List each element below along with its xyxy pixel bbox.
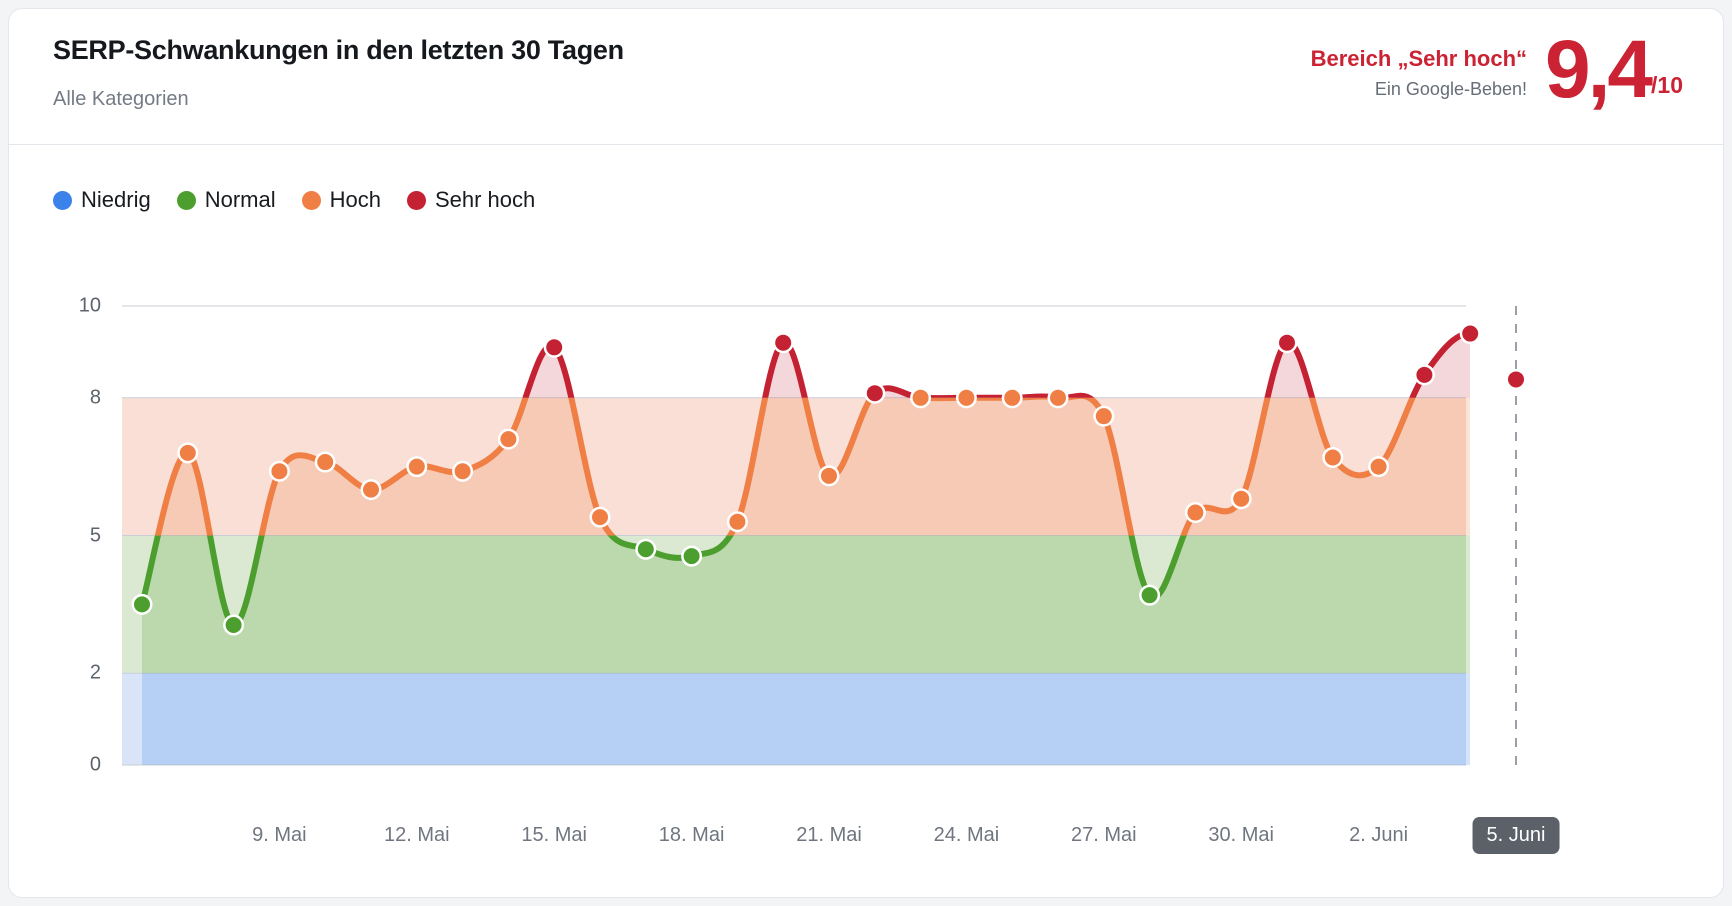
legend-dot-icon [301,190,321,210]
data-point[interactable] [912,389,929,406]
data-point[interactable] [179,444,196,461]
page-title: SERP-Schwankungen in den letzten 30 Tage… [53,35,624,65]
legend-item-label: Hoch [329,187,381,212]
volatility-line-chart [122,305,1527,766]
x-axis-label[interactable]: 15. Mai [521,824,587,846]
y-axis-label: 8 [89,386,101,409]
x-axis-label[interactable]: 9. Mai [252,824,307,846]
data-point[interactable] [1050,389,1066,406]
data-point[interactable] [408,458,425,475]
y-axis-label: 10 [78,294,101,317]
legend-item-sehr-hoch[interactable]: Sehr hoch [406,187,536,213]
data-point[interactable] [1095,408,1112,425]
data-point[interactable] [454,463,471,480]
x-axis-label[interactable]: 21. Mai [796,824,862,846]
data-point[interactable] [592,509,608,526]
data-point[interactable] [1187,504,1204,521]
data-point[interactable] [1141,587,1158,604]
gridlines [122,305,1466,766]
data-point[interactable] [1233,490,1250,507]
data-point[interactable] [729,513,746,530]
data-point[interactable] [271,463,288,480]
y-axis-label: 2 [89,661,101,684]
legend-dot-icon [176,190,196,210]
data-point[interactable] [775,334,792,351]
data-point[interactable] [1324,449,1341,466]
data-points [131,323,1527,636]
y-axis-label: 5 [89,524,101,546]
score-text-block: Bereich „Sehr hoch“ Ein Google-Beben! [1311,31,1527,100]
band-backgrounds [122,397,1466,765]
data-point[interactable] [317,454,334,471]
data-point[interactable] [683,548,700,565]
data-point[interactable] [1004,389,1021,406]
data-point[interactable] [1279,334,1295,351]
x-axis-label[interactable]: 27. Mai [1071,824,1137,846]
data-point[interactable] [1508,371,1524,388]
band-hoch [122,397,1466,536]
legend-item-normal[interactable]: Normal [176,187,276,213]
data-point[interactable] [958,389,975,406]
legend-item-label: Niedrig [81,187,151,212]
data-point[interactable] [1416,366,1433,383]
score-value-block: 9,4 /10 [1545,24,1683,115]
data-point[interactable] [637,541,654,558]
legend-item-label: Normal [204,187,276,212]
data-point[interactable] [1462,325,1479,342]
score-value: 9,4 [1545,24,1653,115]
data-point[interactable] [500,431,517,448]
score-max: /10 [1651,72,1683,98]
legend-dot-icon [406,190,426,210]
area-fill-niedrig [142,673,1470,765]
x-axis-label[interactable]: 30. Mai [1208,824,1274,846]
data-point[interactable] [225,617,242,634]
data-point[interactable] [134,596,150,613]
serp-volatility-card: SERP-Schwankungen in den letzten 30 Tage… [8,8,1724,898]
legend-dot-icon [53,190,72,210]
y-axis-label: 0 [89,753,101,776]
x-axis-label[interactable]: 12. Mai [384,824,450,846]
score-note-label: Ein Google-Beben! [1374,78,1528,99]
area-fill-sehr-hoch [525,333,1470,398]
x-axis-label-active[interactable]: 5. Juni [1472,817,1560,854]
x-axis-label[interactable]: 2. Juni [1349,824,1409,846]
data-point[interactable] [821,467,837,484]
band-normal [122,535,1466,674]
score-block: Bereich „Sehr hoch“ Ein Google-Beben! 9,… [1311,24,1683,131]
legend-item-label: Sehr hoch [434,187,536,212]
x-axis-label[interactable]: 18. Mai [658,824,725,846]
legend-item-hoch[interactable]: Hoch [301,187,381,213]
card-header: SERP-Schwankungen in den letzten 30 Tage… [9,9,1723,145]
data-point[interactable] [1370,458,1387,475]
chart-plot-area: 0 2 5 8 10 9. Mai 12. Mai 15. Mai 18. Mai 21. Mai… [9,9,1723,897]
data-point[interactable] [866,385,883,402]
area-fill-hoch [157,397,1470,536]
data-point[interactable] [363,481,379,498]
band-niedrig [122,673,1466,765]
x-axis-label[interactable]: 24. Mai [933,824,1000,846]
data-point[interactable] [546,339,563,356]
score-range-label: Bereich „Sehr hoch“ [1310,46,1528,71]
chart-legend: Niedrig Normal Hoch Sehr hoch [53,187,535,213]
legend-item-niedrig[interactable]: Niedrig [53,187,151,213]
page-subtitle: Alle Kategorien [53,88,189,110]
